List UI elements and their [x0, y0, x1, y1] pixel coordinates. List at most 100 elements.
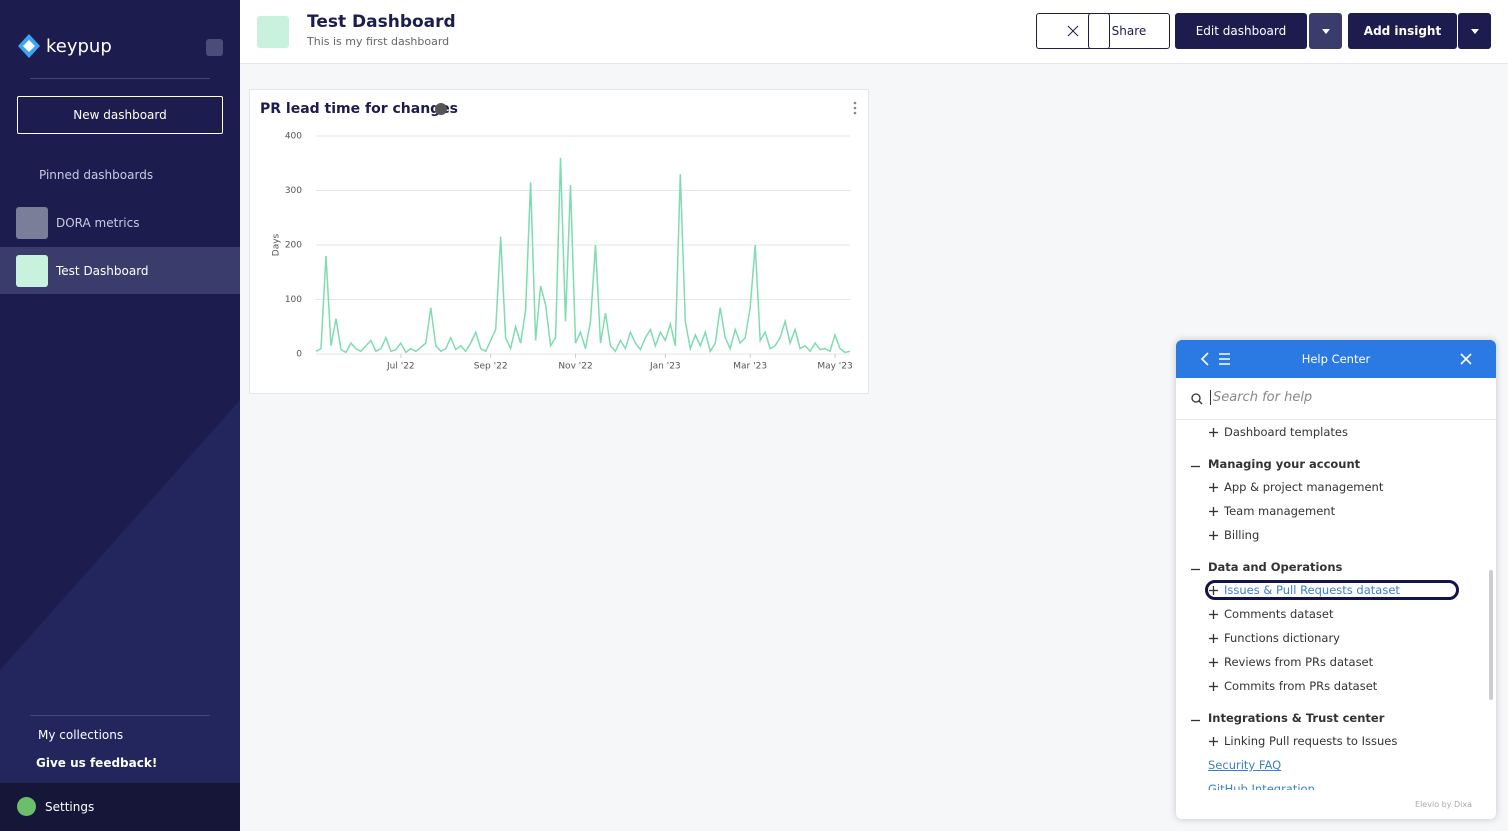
edit-dropdown[interactable] — [1309, 13, 1342, 49]
x-tick-label: Jan '23 — [649, 362, 681, 372]
y-tick-label: 400 — [285, 132, 302, 142]
y-tick-label: 300 — [285, 186, 302, 196]
help-link[interactable]: Security FAQ — [1176, 753, 1488, 777]
help-icon[interactable] — [435, 103, 447, 115]
close-icon[interactable] — [1460, 353, 1472, 365]
add-dropdown[interactable] — [1458, 13, 1491, 49]
item-label: Issues & Pull Requests dataset — [1224, 583, 1400, 597]
dashboard-link[interactable]: Test Dashboard — [56, 264, 149, 278]
collapse-button[interactable] — [206, 39, 223, 56]
help-footer: Elevio by Dixa — [1415, 800, 1472, 809]
item-label: Dashboard templates — [1224, 425, 1348, 439]
search-input[interactable]: Search for help — [1210, 390, 1312, 405]
button-label: New dashboard — [73, 108, 167, 122]
help-item[interactable]: Billing — [1176, 523, 1488, 547]
help-link[interactable]: GitHub Integration — [1176, 777, 1488, 790]
collapse-icon — [1191, 719, 1200, 722]
help-item[interactable]: Comments dataset — [1176, 602, 1488, 626]
new-dashboard-button[interactable]: New dashboard — [17, 96, 223, 134]
scrollbar — [1489, 570, 1493, 700]
logo-icon — [18, 34, 40, 58]
y-tick-label: 0 — [296, 350, 302, 360]
item-label: Billing — [1224, 528, 1260, 542]
sidebar-bg — [0, 400, 240, 831]
y-tick-label: 200 — [285, 241, 302, 251]
help-item[interactable]: Functions dictionary — [1176, 626, 1488, 650]
collections-link[interactable]: My collections — [38, 728, 124, 742]
unpin-button[interactable] — [1036, 13, 1110, 49]
button-label: Add insight — [1363, 24, 1442, 38]
divider — [1176, 419, 1496, 420]
collapse-icon — [1191, 568, 1200, 571]
dashboard-title: Test Dashboard — [307, 12, 456, 32]
help-title: Help Center — [1301, 352, 1371, 366]
item-label: GitHub Integration — [1208, 782, 1315, 790]
dashboard-subtitle: This is my first dashboard — [307, 35, 450, 48]
help-item[interactable]: Dashboard templates — [1176, 420, 1488, 444]
settings-bar — [0, 783, 240, 831]
share-button[interactable]: Share — [1088, 13, 1170, 49]
help-list: Dashboard templates Managing your account… — [1176, 420, 1488, 790]
chart-title: PR lead time for changes — [260, 101, 458, 117]
help-section[interactable]: Data and Operations — [1176, 547, 1488, 578]
dashboard-link[interactable]: DORA metrics — [56, 216, 140, 230]
nav-icons[interactable] — [1198, 351, 1238, 367]
help-item[interactable]: Commits from PRs dataset — [1176, 674, 1488, 698]
highlight-annotation — [1205, 580, 1459, 600]
help-item[interactable]: Reviews from PRs dataset — [1176, 650, 1488, 674]
sidebar: keypup New dashboard Pinned dashboards D… — [0, 0, 240, 831]
help-section[interactable]: Integrations & Trust center — [1176, 698, 1488, 729]
settings-link[interactable]: Settings — [45, 800, 95, 814]
expand-icon — [1209, 530, 1218, 540]
y-axis-label: Days — [272, 233, 282, 256]
help-item[interactable]: Team management — [1176, 499, 1488, 523]
help-section[interactable]: Managing your account — [1176, 444, 1488, 475]
expand-icon — [1209, 736, 1218, 746]
avatar — [17, 797, 36, 816]
header: Test Dashboard This is my first dashboar… — [240, 0, 1508, 64]
item-label: Commits from PRs dataset — [1224, 679, 1378, 693]
add-insight-button[interactable]: Add insight — [1348, 13, 1457, 49]
divider — [30, 715, 210, 716]
button-label: Share — [1111, 24, 1147, 38]
item-label: Comments dataset — [1224, 607, 1334, 621]
pinned-heading: Pinned dashboards — [39, 168, 154, 182]
expand-icon — [1209, 506, 1218, 516]
item-label: Reviews from PRs dataset — [1224, 655, 1374, 669]
caret — [1470, 28, 1479, 34]
item-label: Linking Pull requests to Issues — [1224, 734, 1398, 748]
item-label: Integrations & Trust center — [1208, 711, 1385, 725]
item-label: App & project management — [1224, 480, 1384, 494]
expand-icon — [1209, 609, 1218, 619]
logo: keypup — [46, 36, 112, 57]
chart: PR lead time for changes Days 0 100 200 300… — [260, 101, 857, 372]
dashboard-icon — [16, 207, 48, 239]
x-tick-label: Mar '23 — [733, 362, 767, 372]
feedback-link[interactable]: Give us feedback! — [36, 756, 158, 770]
search-icon — [1191, 393, 1203, 405]
help-item[interactable]: Issues & Pull Requests dataset — [1176, 578, 1488, 602]
caret — [1321, 28, 1330, 34]
divider — [30, 78, 210, 79]
expand-icon — [1209, 681, 1218, 691]
item-label: Data and Operations — [1208, 560, 1343, 574]
expand-icon — [1209, 482, 1218, 492]
item-label: Team management — [1224, 504, 1336, 518]
item-label: Managing your account — [1208, 457, 1361, 471]
expand-icon — [1209, 427, 1218, 437]
help-item[interactable]: App & project management — [1176, 475, 1488, 499]
chart-card: PR lead time for changes Days 0 100 200 300… — [249, 89, 869, 394]
dashboard-icon — [257, 16, 289, 48]
item-label: Security FAQ — [1208, 758, 1282, 772]
icon — [1067, 25, 1079, 37]
menu-icon[interactable] — [853, 101, 857, 115]
edit-button[interactable]: Edit dashboard — [1175, 13, 1307, 49]
help-item[interactable]: Linking Pull requests to Issues — [1176, 729, 1488, 753]
x-tick-label: Nov '22 — [558, 362, 592, 372]
help-widget: Help Center Search for help Dashboard te… — [1176, 340, 1496, 819]
expand-icon — [1209, 657, 1218, 667]
item-label: Functions dictionary — [1224, 631, 1340, 645]
collapse-icon — [1191, 465, 1200, 468]
button-label: Edit dashboard — [1195, 24, 1287, 38]
